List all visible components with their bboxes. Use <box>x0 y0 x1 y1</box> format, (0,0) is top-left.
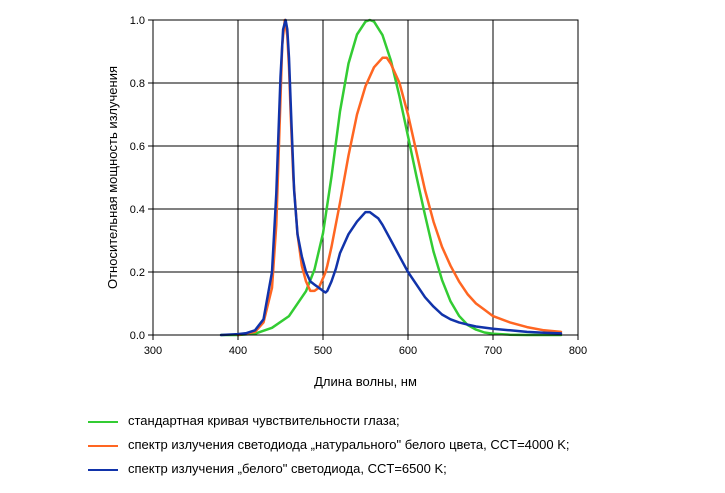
series-line-6500k <box>219 18 563 337</box>
y-tick-label: 0.8 <box>130 78 145 90</box>
x-tick-label: 400 <box>229 345 247 357</box>
legend-label: спектр излучения „белого" светодиода, CC… <box>128 461 447 476</box>
x-tick-label: 600 <box>399 345 417 357</box>
grid <box>153 20 578 335</box>
legend-swatch <box>88 469 118 471</box>
x-axis-title: Длина волны, нм <box>314 374 417 389</box>
x-tick-label: 700 <box>484 345 502 357</box>
y-tick-label: 0.6 <box>130 141 145 153</box>
series-line-4000k <box>236 18 563 337</box>
x-tick-label: 300 <box>144 345 162 357</box>
legend-swatch <box>88 445 118 447</box>
x-tick-label: 800 <box>569 345 587 357</box>
y-axis-title: Относительная мощность излучения <box>105 66 120 289</box>
legend-swatch <box>88 421 118 423</box>
series-layer <box>219 18 563 337</box>
y-tick-label: 0.0 <box>130 330 145 342</box>
legend-label: стандартная кривая чувствительности глаз… <box>128 413 400 428</box>
plot-frame <box>152 19 579 336</box>
y-tick-label: 0.4 <box>130 204 145 216</box>
x-tick-label: 500 <box>314 345 332 357</box>
legend-label: спектр излучения светодиода „натуральног… <box>128 437 570 452</box>
series-line-eye-sensitivity <box>219 18 563 337</box>
y-tick-label: 1.0 <box>130 15 145 27</box>
y-tick-label: 0.2 <box>130 267 145 279</box>
chart: 300 400 500 600 700 800 0.0 0.2 0.4 0.6 0.8 1.0 Дли… <box>105 15 587 389</box>
ticks: 300 400 500 600 700 800 0.0 0.2 0.4 0.6 0.8 1.0 <box>130 15 587 357</box>
